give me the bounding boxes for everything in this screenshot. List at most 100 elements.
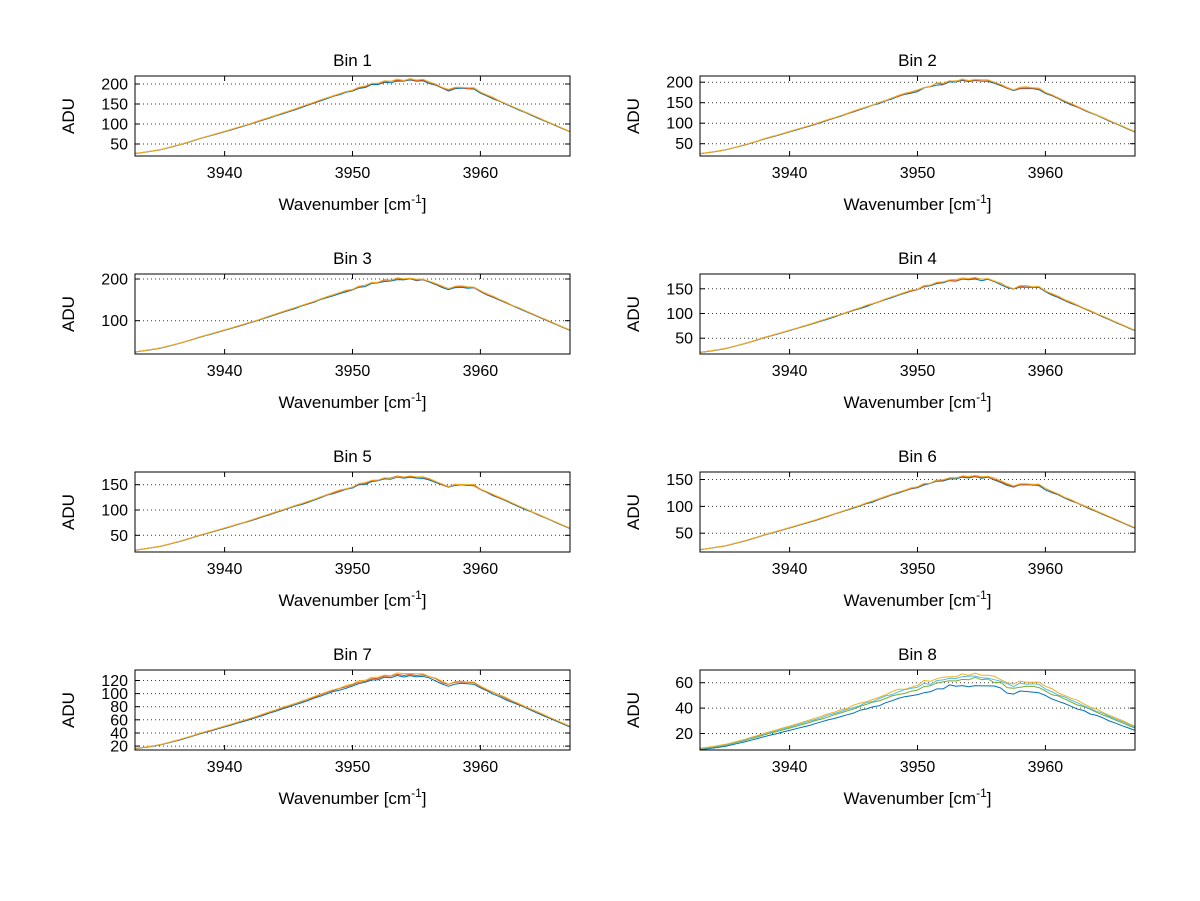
y-tick-label: 50 — [110, 528, 128, 545]
y-axis-label: ADU — [624, 296, 643, 332]
x-axis-label: Wavenumber [cm-1] — [844, 192, 992, 214]
y-tick-label: 20 — [110, 739, 128, 756]
x-tick-label: 3940 — [207, 165, 243, 182]
axes-box — [699, 75, 1136, 157]
y-tick-label: 50 — [675, 526, 693, 543]
series-line-spectrum-2 — [699, 475, 1136, 551]
y-tick-label: 40 — [110, 726, 128, 743]
y-axis-label: ADU — [59, 296, 78, 332]
y-tick-label: 150 — [101, 477, 128, 494]
y-tick-label: 100 — [666, 499, 693, 516]
subplot-bin-4: Bin 4 ADU 50 100 150 3940 3950 3960 Wavenumber [… — [624, 249, 1136, 412]
x-tick-label: 3940 — [207, 561, 243, 578]
chart-title: Bin 6 — [898, 447, 937, 466]
x-axis-label: Wavenumber [cm-1] — [279, 588, 427, 610]
axes-box — [134, 75, 571, 157]
y-tick-label: 200 — [101, 77, 128, 94]
y-tick-label: 200 — [666, 75, 693, 92]
x-axis-label: Wavenumber [cm-1] — [844, 390, 992, 412]
y-tick-label: 20 — [675, 726, 693, 743]
x-tick-label: 3950 — [335, 561, 371, 578]
subplot-bin-3: Bin 3 ADU 100 200 3940 3950 3960 Wavenumber [cm… — [59, 249, 571, 412]
x-axis-label: Wavenumber [cm-1] — [279, 192, 427, 214]
chart-title: Bin 7 — [333, 645, 372, 664]
x-tick-label: 3960 — [463, 561, 499, 578]
subplot-bin-8: Bin 8 ADU 20 40 60 3940 3950 3960 Wavenumber [cm… — [624, 645, 1136, 808]
y-tick-label: 150 — [666, 281, 693, 298]
x-tick-label: 3960 — [463, 363, 499, 380]
y-tick-label: 150 — [101, 97, 128, 114]
x-tick-label: 3950 — [335, 165, 371, 182]
y-tick-label: 200 — [101, 272, 128, 289]
y-tick-label: 60 — [110, 712, 128, 729]
x-tick-label: 3960 — [463, 759, 499, 776]
y-tick-label: 50 — [110, 137, 128, 154]
y-tick-label: 100 — [666, 306, 693, 323]
chart-title: Bin 1 — [333, 51, 372, 70]
subplot-bin-5: Bin 5 ADU 50 100 150 3940 3950 3960 Wavenumber [… — [59, 447, 571, 610]
axes-box — [134, 273, 571, 355]
series-line-spectrum-2 — [699, 676, 1136, 750]
axes-box — [134, 669, 571, 751]
x-tick-label: 3950 — [900, 561, 936, 578]
series-line-spectrum-3 — [134, 672, 571, 749]
subplot-bin-6: Bin 6 ADU 50 100 150 3940 3950 3960 Wavenumber [… — [624, 447, 1136, 610]
x-tick-label: 3940 — [772, 165, 808, 182]
y-tick-label: 120 — [101, 673, 128, 690]
series-line-spectrum-3 — [134, 475, 571, 551]
x-tick-label: 3960 — [1028, 363, 1064, 380]
x-tick-label: 3950 — [900, 759, 936, 776]
y-tick-label: 100 — [666, 116, 693, 133]
series-line-spectrum-3 — [699, 474, 1136, 550]
y-axis-label: ADU — [59, 692, 78, 728]
series-line-spectrum-2 — [699, 79, 1136, 155]
chart-title: Bin 8 — [898, 645, 937, 664]
series-line-spectrum-1 — [699, 684, 1136, 751]
x-tick-label: 3940 — [772, 759, 808, 776]
y-tick-label: 80 — [110, 699, 128, 716]
x-axis-label: Wavenumber [cm-1] — [279, 786, 427, 808]
y-axis-label: ADU — [624, 98, 643, 134]
y-tick-label: 100 — [101, 117, 128, 134]
series-line-spectrum-4 — [699, 672, 1136, 749]
y-axis-label: ADU — [624, 494, 643, 530]
x-tick-label: 3950 — [900, 165, 936, 182]
axes-box — [134, 471, 571, 553]
x-axis-label: Wavenumber [cm-1] — [279, 390, 427, 412]
chart-title: Bin 4 — [898, 249, 937, 268]
x-axis-label: Wavenumber [cm-1] — [844, 786, 992, 808]
x-tick-label: 3960 — [463, 165, 499, 182]
series-line-spectrum-2 — [134, 673, 571, 749]
series-line-spectrum-3 — [699, 78, 1136, 155]
series-line-spectrum-1 — [699, 79, 1136, 155]
axes-box — [699, 273, 1136, 355]
y-tick-label: 60 — [675, 675, 693, 692]
axes-box — [699, 669, 1136, 751]
x-axis-label: Wavenumber [cm-1] — [844, 588, 992, 610]
subplot-bin-1: Bin 1 ADU 50 100 150 200 3940 3950 3960 Wavenumbe… — [59, 51, 571, 214]
y-axis-label: ADU — [59, 494, 78, 530]
x-tick-label: 3960 — [1028, 561, 1064, 578]
x-tick-label: 3940 — [772, 561, 808, 578]
y-tick-label: 50 — [675, 136, 693, 153]
subplot-bin-2: Bin 2 ADU 50 100 150 200 3940 3950 3960 Wavenumbe… — [624, 51, 1136, 214]
x-tick-label: 3960 — [1028, 165, 1064, 182]
x-tick-label: 3950 — [335, 759, 371, 776]
series-line-spectrum-1 — [134, 675, 571, 750]
y-tick-label: 100 — [101, 313, 128, 330]
x-tick-label: 3950 — [900, 363, 936, 380]
y-tick-label: 150 — [666, 472, 693, 489]
y-axis-label: ADU — [59, 98, 78, 134]
axes-box — [699, 471, 1136, 553]
y-tick-label: 40 — [675, 701, 693, 718]
series-line-spectrum-1 — [134, 79, 571, 155]
y-axis-label: ADU — [624, 692, 643, 728]
series-line-spectrum-1 — [134, 476, 571, 551]
series-line-spectrum-3 — [134, 78, 571, 154]
x-tick-label: 3940 — [772, 363, 808, 380]
chart-title: Bin 3 — [333, 249, 372, 268]
y-tick-label: 50 — [675, 331, 693, 348]
series-line-spectrum-3 — [699, 675, 1136, 750]
